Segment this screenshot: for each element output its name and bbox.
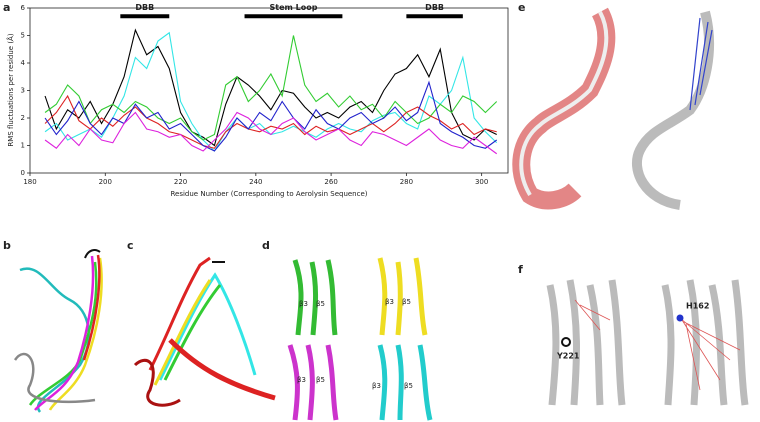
panel-letter: a [3, 1, 10, 14]
arrow [84, 249, 101, 259]
x-tick-label: 240 [249, 178, 262, 186]
y-tick-label: 4 [21, 59, 26, 67]
ribbon [148, 256, 211, 371]
structure-overlay-b [13, 249, 103, 413]
x-tick-label: 260 [324, 178, 337, 186]
density-mesh [512, 7, 616, 210]
residue [676, 314, 684, 322]
structure-e [512, 7, 715, 210]
residue [561, 337, 571, 347]
strands [377, 257, 428, 336]
ribbon [168, 338, 276, 401]
strand-label: β5 [402, 298, 411, 306]
strand-label: β5 [316, 376, 325, 384]
strand-label: β5 [316, 300, 325, 308]
ribbon [28, 261, 98, 406]
region-bar [120, 14, 170, 19]
ribbon [48, 257, 103, 411]
structure-f [546, 279, 749, 406]
ribbon [133, 358, 181, 407]
strand-label: β3 [299, 300, 308, 308]
ribbon [82, 254, 101, 361]
contacts [679, 317, 741, 391]
y-tick-label: 6 [21, 4, 26, 12]
x-tick-label: 200 [99, 178, 112, 186]
ribbon [13, 352, 96, 404]
panel-letter: e [518, 1, 525, 14]
strands [661, 279, 749, 406]
x-tick-label: 220 [174, 178, 187, 186]
x-axis-label: Residue Number (Corresponding to Aerolys… [170, 190, 367, 198]
strands [546, 279, 626, 406]
residue-label: Y221 [556, 352, 580, 361]
strands [377, 344, 433, 421]
strands [292, 259, 338, 336]
y-axis-label: RMS fluctuations per residue (Å) [6, 33, 15, 146]
strand-label: β3 [385, 298, 394, 306]
series-line [44, 35, 498, 141]
series-line [44, 111, 498, 155]
region-bar [406, 14, 463, 19]
region-label: DBB [425, 3, 444, 12]
ribbon [163, 284, 222, 381]
ribbon [519, 11, 609, 197]
ribbon [34, 255, 95, 411]
strands [287, 344, 339, 421]
x-tick-label: 180 [23, 178, 36, 186]
contacts [574, 299, 611, 331]
x-tick-label: 280 [400, 178, 413, 186]
region-label: Stem Loop [269, 3, 317, 12]
panel-letter: b [3, 239, 11, 252]
series-line [44, 94, 497, 149]
strand-label: β3 [372, 382, 381, 390]
region-bar [244, 14, 343, 19]
panel-letter: d [262, 239, 270, 252]
panel-letter: c [127, 239, 134, 252]
y-tick-label: 1 [21, 142, 25, 150]
contacts [689, 17, 713, 111]
ribbon [19, 267, 90, 413]
series-line [44, 80, 498, 152]
x-tick-label: 300 [475, 178, 488, 186]
y-tick-label: 3 [21, 87, 25, 95]
series-line [44, 31, 498, 152]
region-label: DBB [135, 3, 154, 12]
structure-overlay-c [133, 256, 276, 407]
strand-label: β5 [404, 382, 413, 390]
y-tick-label: 2 [21, 114, 25, 122]
ribbon [153, 279, 212, 386]
series-line [44, 28, 497, 147]
beta-strands-d [287, 257, 433, 421]
y-tick-label: 0 [21, 169, 25, 177]
residue-label: H162 [686, 302, 709, 311]
strand-label: β3 [297, 376, 306, 384]
panel-letter: f [518, 263, 523, 276]
y-tick-label: 5 [21, 32, 25, 40]
plot-frame [29, 7, 509, 174]
ribbon [631, 10, 715, 210]
